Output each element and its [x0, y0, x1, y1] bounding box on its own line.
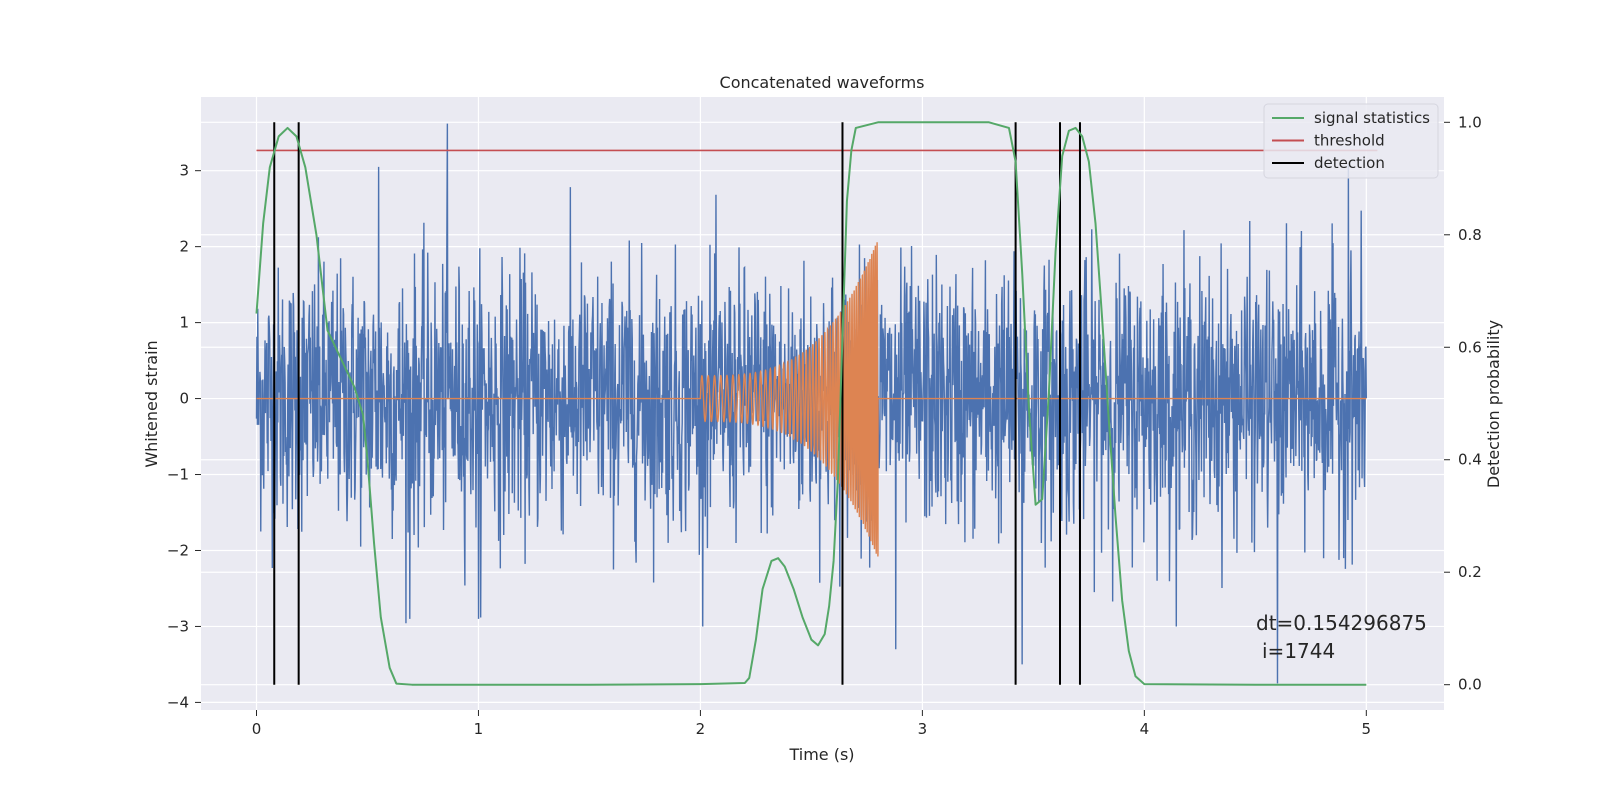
- y2-tick-label: 0.8: [1458, 226, 1482, 244]
- legend-label: detection: [1314, 154, 1385, 172]
- y-tick-label: 0: [179, 390, 189, 408]
- y2-tick-label: 0.4: [1458, 451, 1482, 469]
- x-tick-label: 5: [1362, 720, 1372, 738]
- y2-tick-label: 1.0: [1458, 113, 1482, 131]
- axis-ticks: 0 1 2 3 4 5 −4 −3 −2 −1 0 1 2 3 0.0 0.2 0.4 0.6 0.8 1.0: [167, 113, 1482, 738]
- x-tick-label: 3: [918, 720, 928, 738]
- y-tick-label: 1: [179, 314, 189, 332]
- y-tick-label: −1: [167, 466, 189, 484]
- annotation-dt: dt=0.154296875: [1256, 611, 1427, 635]
- x-tick-label: 1: [474, 720, 484, 738]
- signal-statistics-series: [255, 121, 1367, 686]
- x-tick-label: 4: [1140, 720, 1150, 738]
- detection-lines: [273, 122, 1081, 685]
- signal-statistics-line: [255, 121, 1367, 686]
- y-axis-label: Whitened strain: [142, 340, 161, 467]
- y-tick-label: −3: [167, 617, 189, 635]
- y-tick-label: 3: [179, 162, 189, 180]
- y2-tick-label: 0.0: [1458, 676, 1482, 694]
- legend-label: threshold: [1314, 132, 1385, 150]
- annotation-i: i=1744: [1262, 639, 1335, 663]
- x-tick-label: 2: [696, 720, 706, 738]
- y-tick-label: −2: [167, 541, 189, 559]
- x-axis-label: Time (s): [788, 745, 854, 764]
- chart-title: Concatenated waveforms: [720, 73, 925, 92]
- y2-axis-label: Detection probability: [1484, 320, 1503, 488]
- y2-tick-label: 0.2: [1458, 563, 1482, 581]
- y-tick-label: 2: [179, 238, 189, 256]
- template-series: [256, 242, 1367, 557]
- template-line: [256, 242, 1367, 557]
- y2-tick-label: 0.6: [1458, 338, 1482, 356]
- x-tick-label: 0: [252, 720, 262, 738]
- legend-box: [1263, 103, 1439, 179]
- y-tick-label: −4: [167, 693, 189, 711]
- legend-label: signal statistics: [1314, 109, 1430, 127]
- legend: signal statistics threshold detection: [1263, 103, 1439, 179]
